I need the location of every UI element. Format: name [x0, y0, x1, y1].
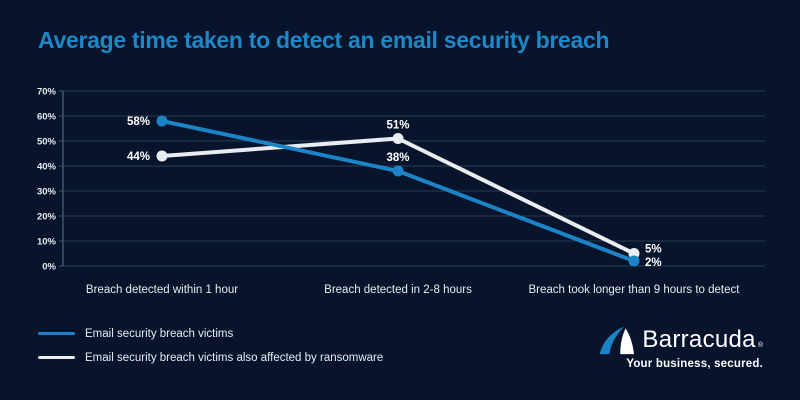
x-axis-category-label: Breach detected within 1 hour: [86, 284, 238, 296]
chart-legend: Email security breach victims Email secu…: [38, 327, 383, 375]
y-axis-tick-label: 60%: [37, 112, 57, 123]
logo-wordmark: Barracuda ®: [642, 326, 763, 353]
data-point: [156, 115, 168, 127]
barracuda-logo: Barracuda ® Your business, secured.: [598, 325, 763, 370]
legend-label-ransomware: Email security breach victims also affec…: [85, 351, 384, 364]
barracuda-fin-icon: [600, 326, 635, 355]
data-point-label: 38%: [386, 152, 409, 164]
data-point: [628, 255, 640, 267]
legend-label-victims: Email security breach victims: [85, 327, 234, 340]
logo-row: Barracuda ®: [598, 325, 763, 355]
x-axis-category-label: Breach took longer than 9 hours to detec…: [529, 284, 741, 296]
data-point: [156, 150, 168, 162]
y-axis-tick-label: 70%: [37, 87, 57, 98]
registered-mark: ®: [757, 342, 763, 349]
data-point: [392, 133, 404, 144]
y-axis-tick-label: 50%: [37, 137, 57, 148]
y-axis-tick-label: 30%: [37, 187, 57, 198]
data-point: [392, 165, 404, 177]
y-axis-tick-label: 20%: [37, 212, 57, 223]
data-point-label: 58%: [127, 116, 150, 128]
legend-swatch-ransomware: [38, 355, 75, 360]
y-axis-tick-label: 40%: [37, 162, 57, 173]
data-point-label: 51%: [386, 120, 409, 132]
y-axis-tick-label: 0%: [42, 262, 56, 273]
chart-title: Average time taken to detect an email se…: [38, 27, 610, 53]
legend-item-victims: Email security breach victims: [38, 327, 383, 340]
data-point-label: 5%: [645, 244, 662, 256]
data-point-label: 44%: [127, 151, 150, 163]
x-axis-category-label: Breach detected in 2-8 hours: [324, 284, 472, 296]
legend-swatch-victims: [38, 331, 75, 336]
data-point-label: 2%: [645, 257, 662, 269]
legend-item-ransomware: Email security breach victims also affec…: [38, 351, 383, 364]
y-axis-tick-label: 10%: [37, 237, 57, 248]
logo-tagline: Your business, secured.: [626, 358, 763, 370]
line-chart: 0% 10% 20% 30% 40% 50% 60% 70% Breach detected w…: [37, 87, 765, 296]
